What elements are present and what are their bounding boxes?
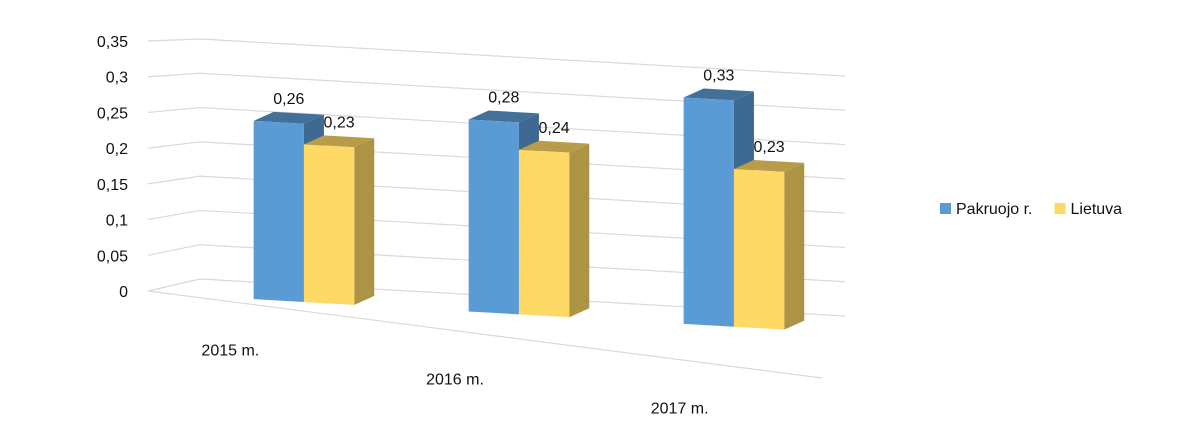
gridline-side xyxy=(147,106,201,114)
data-label: 0,23 xyxy=(324,114,355,131)
legend-label: Pakruojo r. xyxy=(956,201,1032,218)
data-label: 0,23 xyxy=(754,139,785,156)
bar-top xyxy=(518,140,590,153)
y-tick-label: 0 xyxy=(119,284,128,301)
bar-side xyxy=(784,162,805,330)
gridline xyxy=(199,38,846,77)
legend: Pakruojo r. Lietuva xyxy=(940,201,1122,218)
bar-front xyxy=(683,97,734,327)
y-tick-label: 0,15 xyxy=(97,177,128,194)
gridline-side xyxy=(147,38,201,42)
y-axis-tick-labels: 0 0,05 0,1 0,15 0,2 0,25 0,3 0,35 xyxy=(97,34,128,301)
data-label: 0,24 xyxy=(539,120,570,137)
bar-front xyxy=(468,119,519,315)
bar-front xyxy=(733,168,785,330)
bar-lietuva-0 xyxy=(303,135,375,305)
gridline-side xyxy=(147,278,201,292)
y-tick-label: 0,1 xyxy=(106,213,128,230)
y-tick-label: 0,05 xyxy=(97,248,128,265)
data-label: 0,28 xyxy=(488,89,519,106)
bar-top xyxy=(468,110,539,123)
y-tick-label: 0,2 xyxy=(106,141,128,158)
gridline-side xyxy=(147,141,201,149)
bar-top xyxy=(303,135,375,148)
bars-layer xyxy=(253,88,805,330)
bar-front xyxy=(303,144,355,305)
floor-edge xyxy=(147,290,823,379)
x-category-label: 2017 m. xyxy=(651,401,709,418)
legend-swatch xyxy=(940,203,951,214)
x-category-label: 2015 m. xyxy=(201,343,259,360)
gridline-side xyxy=(147,72,201,78)
bar-top xyxy=(683,88,754,101)
legend-label: Lietuva xyxy=(1070,201,1122,218)
bar-top xyxy=(733,159,805,172)
y-tick-label: 0,3 xyxy=(106,70,128,87)
y-tick-label: 0,25 xyxy=(97,105,128,122)
bar-front xyxy=(518,149,570,318)
data-labels-layer: 0,26 0,23 0,28 0,24 0,33 0,23 xyxy=(273,68,785,156)
x-category-label: 2016 m. xyxy=(426,372,484,389)
y-tick-label: 0,35 xyxy=(97,34,128,51)
gridline-side xyxy=(147,244,201,256)
category-labels-layer: 2015 m. 2016 m. 2017 m. xyxy=(201,343,708,418)
gridline-side xyxy=(147,209,201,221)
legend-swatch xyxy=(1054,203,1066,214)
bar-side xyxy=(569,143,590,318)
bar-lietuva-2 xyxy=(733,159,805,330)
gridline-side xyxy=(147,175,201,185)
bar-front xyxy=(253,120,304,303)
data-label: 0,33 xyxy=(703,68,734,85)
bar-lietuva-1 xyxy=(518,140,590,318)
data-label: 0,26 xyxy=(273,91,304,108)
bar-top xyxy=(253,111,324,124)
bar-side xyxy=(354,138,375,305)
